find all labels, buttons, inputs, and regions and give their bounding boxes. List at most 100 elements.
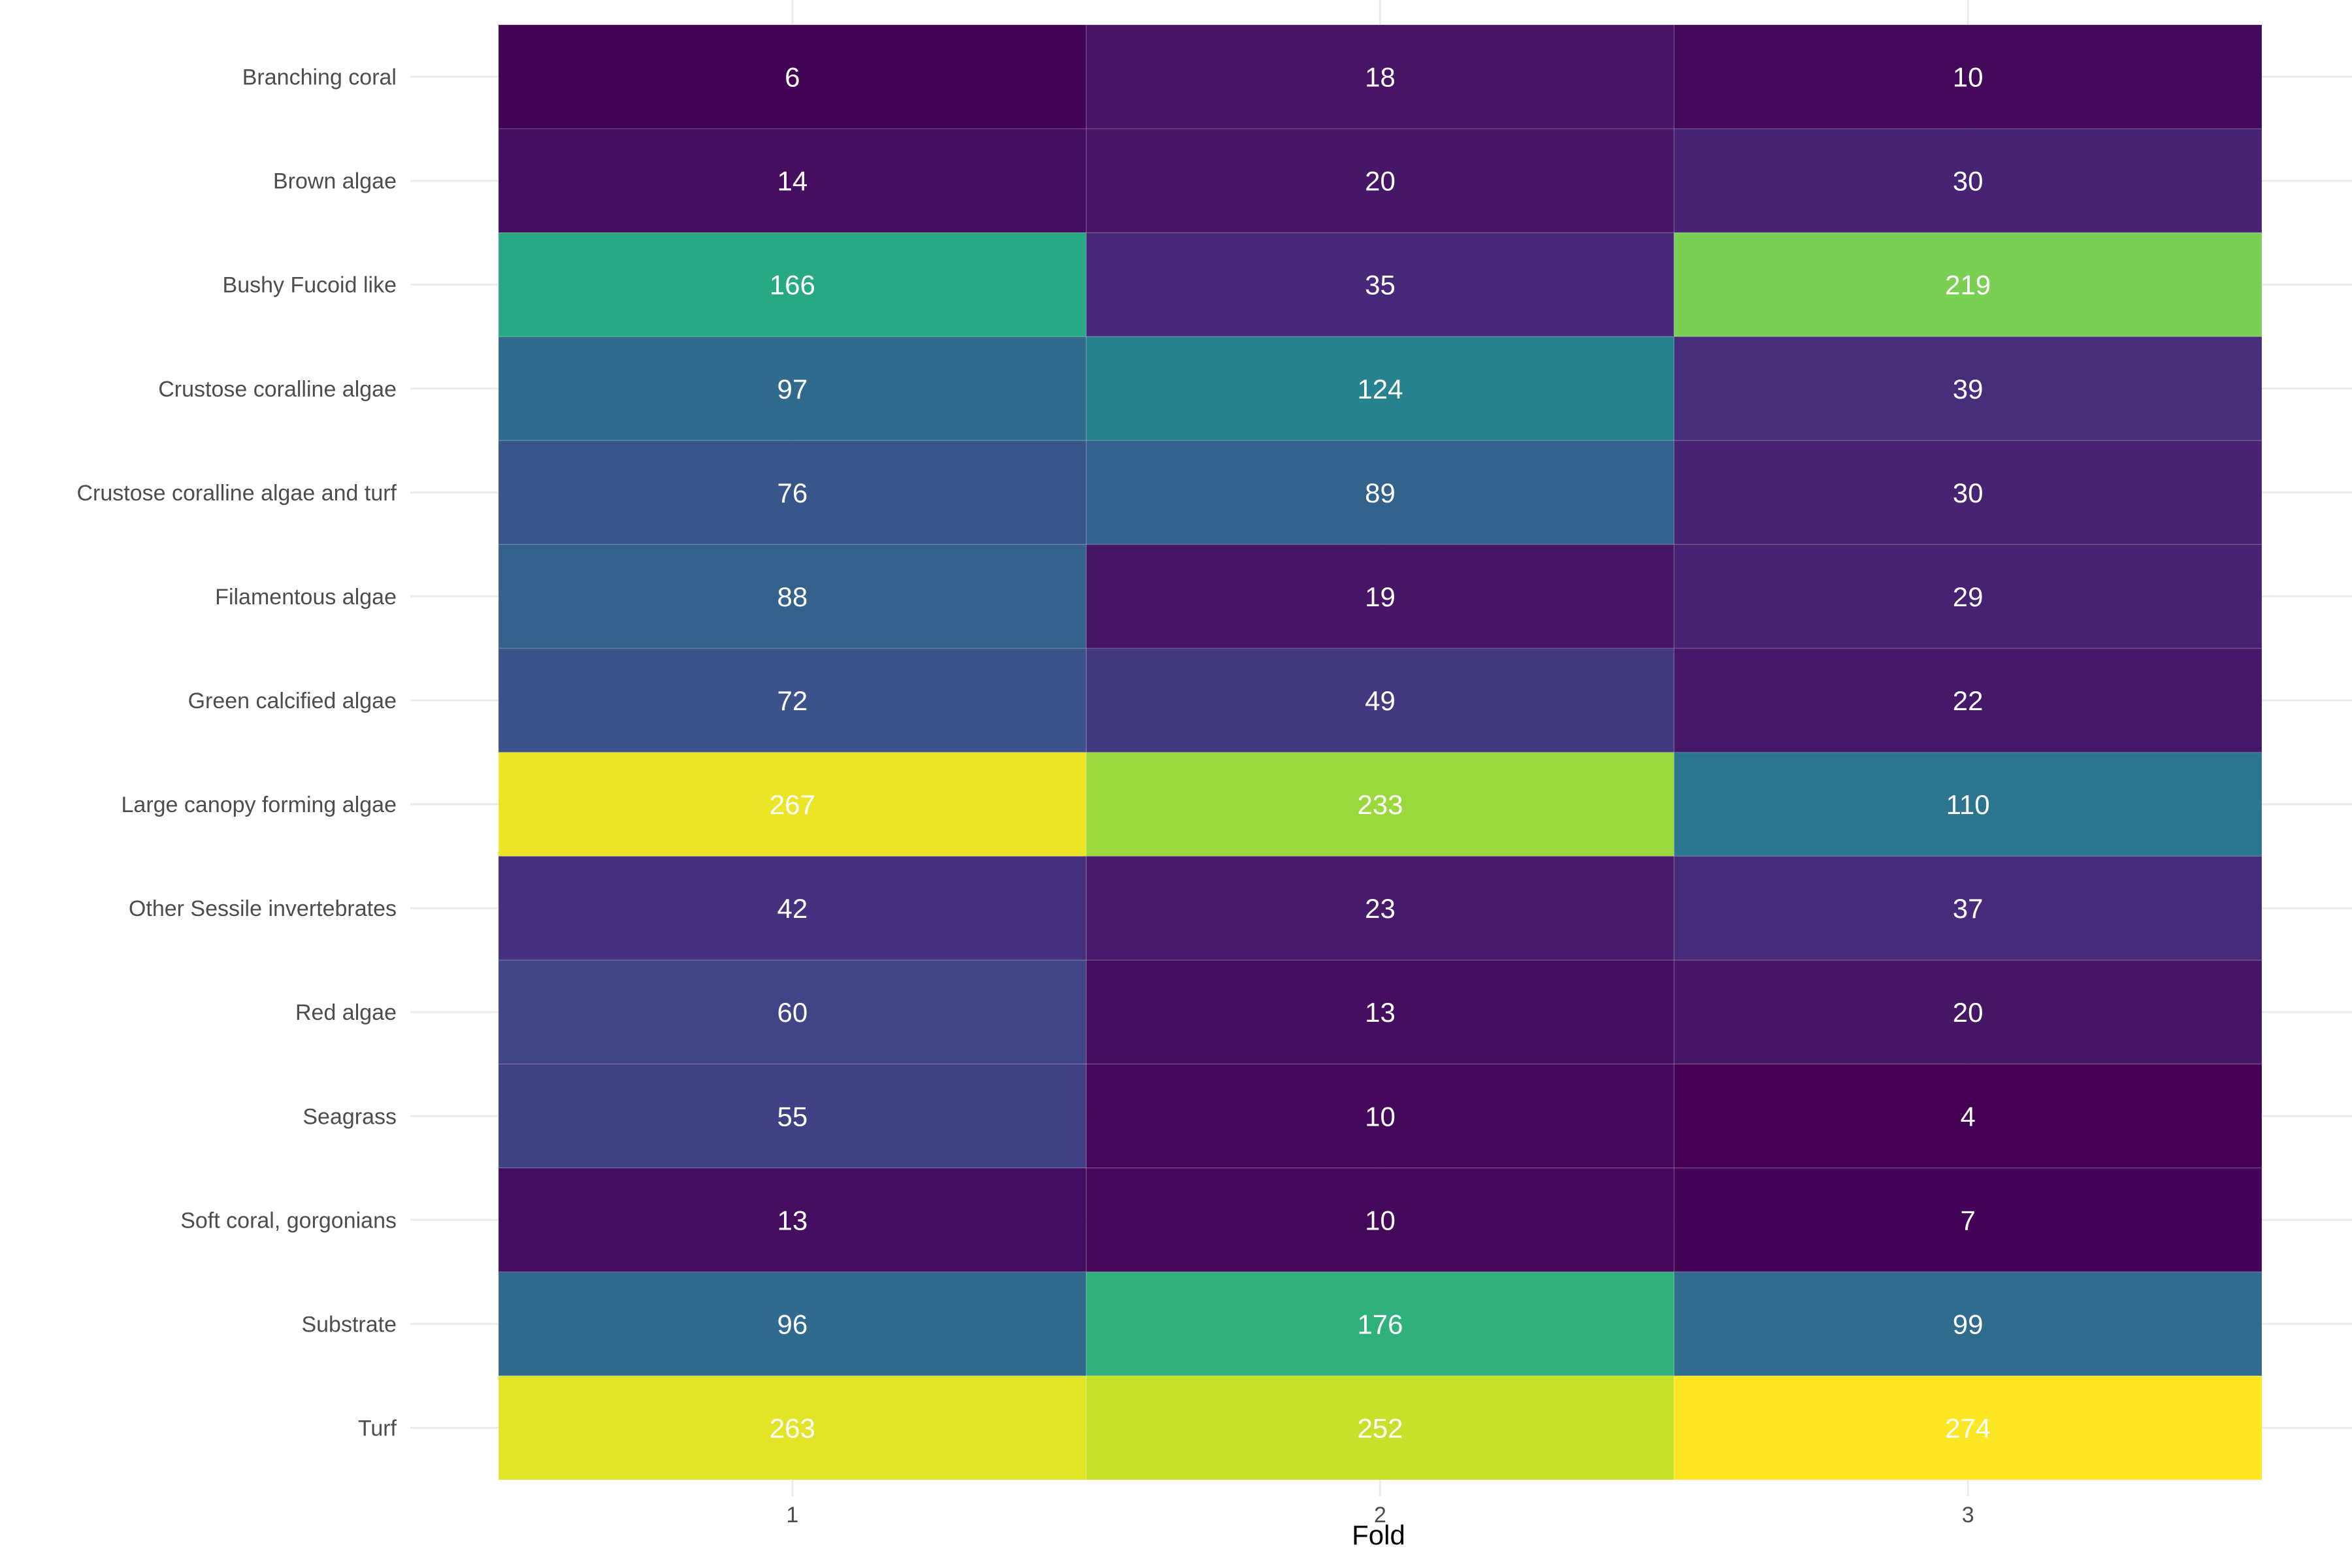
heatmap-cell — [498, 24, 1087, 129]
cell-value-label: 97 — [777, 374, 808, 404]
heatmap-cell — [1673, 1168, 2262, 1273]
y-tick-label: Green calcified algae — [188, 689, 397, 713]
cell-value-label: 29 — [1953, 581, 1984, 612]
cell-value-label: 39 — [1953, 374, 1984, 404]
cell-value-label: 23 — [1365, 893, 1396, 924]
heatmap-cell — [1673, 1271, 2262, 1377]
cell-value-label: 99 — [1953, 1309, 1984, 1339]
cell-value-label: 6 — [785, 62, 800, 93]
cell-value-label: 176 — [1357, 1309, 1403, 1339]
heatmap-cell — [498, 1375, 1087, 1480]
heatmap-cell — [1085, 1063, 1675, 1169]
heatmap-cell — [1673, 647, 2262, 753]
heatmap-cell — [498, 544, 1087, 649]
cell-value-label: 14 — [777, 166, 808, 197]
cell-value-label: 233 — [1357, 789, 1403, 820]
heatmap-cell — [1673, 440, 2262, 546]
y-tick-label: Substrate — [301, 1312, 397, 1337]
x-axis-title: Fold — [1352, 1520, 1405, 1550]
cell-value-label: 20 — [1953, 997, 1984, 1028]
heatmap-cell — [1085, 544, 1675, 649]
y-tick-label: Crustose coralline algae and turf — [77, 481, 397, 506]
heatmap-cell — [498, 440, 1087, 546]
heatmap-cell — [1673, 336, 2262, 442]
y-tick-label: Branching coral — [242, 65, 397, 90]
cell-value-label: 49 — [1365, 685, 1396, 716]
cell-value-label: 30 — [1953, 478, 1984, 508]
heatmap-cell — [1673, 751, 2262, 857]
y-tick-label: Brown algae — [273, 169, 397, 194]
cell-value-label: 7 — [1960, 1205, 1975, 1235]
heatmap-cell — [1085, 440, 1675, 546]
cell-value-label: 37 — [1953, 893, 1984, 924]
heatmap-cell — [1085, 1375, 1675, 1480]
y-tick-label: Soft coral, gorgonians — [180, 1208, 397, 1233]
heatmap-cell — [1085, 1271, 1675, 1377]
heatmap-cell — [1673, 128, 2262, 233]
cell-value-label: 267 — [770, 789, 815, 820]
cell-value-label: 72 — [777, 685, 808, 716]
x-tick-label: 3 — [1962, 1503, 1974, 1527]
heatmap-cell — [498, 1168, 1087, 1273]
heatmap-cell — [498, 128, 1087, 233]
heatmap-cell — [1085, 751, 1675, 857]
y-axis-labels: Branching coral Brown algae Bushy Fucoid l… — [77, 65, 397, 1441]
cell-value-label: 20 — [1365, 166, 1396, 197]
cell-value-label: 88 — [777, 581, 808, 612]
cell-value-label: 35 — [1365, 270, 1396, 301]
cell-value-label: 13 — [1365, 997, 1396, 1028]
heatmap-cell — [1085, 959, 1675, 1065]
cell-value-label: 10 — [1365, 1101, 1396, 1132]
cell-value-label: 166 — [770, 270, 815, 301]
heatmap-cell — [1085, 855, 1675, 961]
cell-value-label: 30 — [1953, 166, 1984, 197]
cell-value-label: 124 — [1357, 374, 1403, 404]
heatmap-cell — [498, 647, 1087, 753]
y-tick-label: Bushy Fucoid like — [223, 273, 397, 298]
heatmap-cell — [498, 1063, 1087, 1169]
heatmap-cell — [498, 232, 1087, 337]
cell-value-label: 10 — [1953, 62, 1984, 93]
y-tick-label: Turf — [358, 1416, 397, 1441]
cell-value-label: 10 — [1365, 1205, 1396, 1235]
cell-value-label: 42 — [777, 893, 808, 924]
heatmap-cell — [1085, 647, 1675, 753]
heatmap-cell — [1673, 232, 2262, 337]
heatmap-cell — [1085, 24, 1675, 129]
cell-value-label: 89 — [1365, 478, 1396, 508]
heatmap-cell — [1673, 544, 2262, 649]
cell-value-label: 4 — [1960, 1101, 1975, 1132]
cell-value-label: 13 — [777, 1205, 808, 1235]
x-axis-ticks: 1 2 3 — [786, 1503, 1974, 1527]
heatmap-cell — [1085, 336, 1675, 442]
heatmap-cell — [1085, 1168, 1675, 1273]
cell-value-label: 18 — [1365, 62, 1396, 93]
heatmap-cells — [498, 24, 2262, 1480]
y-tick-label: Seagrass — [302, 1104, 397, 1129]
cell-value-label: 110 — [1946, 789, 1990, 820]
heatmap-cell — [1673, 1063, 2262, 1169]
heatmap-cell — [498, 751, 1087, 857]
cell-value-label: 263 — [770, 1413, 815, 1443]
y-tick-label: Red algae — [295, 1000, 397, 1025]
heatmap-cell — [498, 1271, 1087, 1377]
y-tick-label: Filamentous algae — [215, 585, 397, 610]
heatmap-cell — [1673, 1375, 2262, 1480]
heatmap-cell — [1673, 855, 2262, 961]
cell-value-label: 22 — [1953, 685, 1984, 716]
heatmap-cell — [1673, 24, 2262, 129]
y-tick-label: Other Sessile invertebrates — [129, 896, 397, 921]
heatmap-cell — [498, 855, 1087, 961]
cell-value-label: 219 — [1945, 270, 1991, 301]
x-tick-label: 1 — [786, 1503, 798, 1527]
x-tick-label: 2 — [1374, 1503, 1386, 1527]
cell-value-label: 19 — [1365, 581, 1396, 612]
cell-value-label: 252 — [1357, 1413, 1403, 1443]
heatmap-cell — [1085, 232, 1675, 337]
heatmap-cell — [498, 959, 1087, 1065]
cell-value-label: 274 — [1945, 1413, 1991, 1443]
y-tick-label: Large canopy forming algae — [122, 792, 397, 817]
cell-value-label: 96 — [777, 1309, 808, 1339]
cell-value-label: 55 — [777, 1101, 808, 1132]
